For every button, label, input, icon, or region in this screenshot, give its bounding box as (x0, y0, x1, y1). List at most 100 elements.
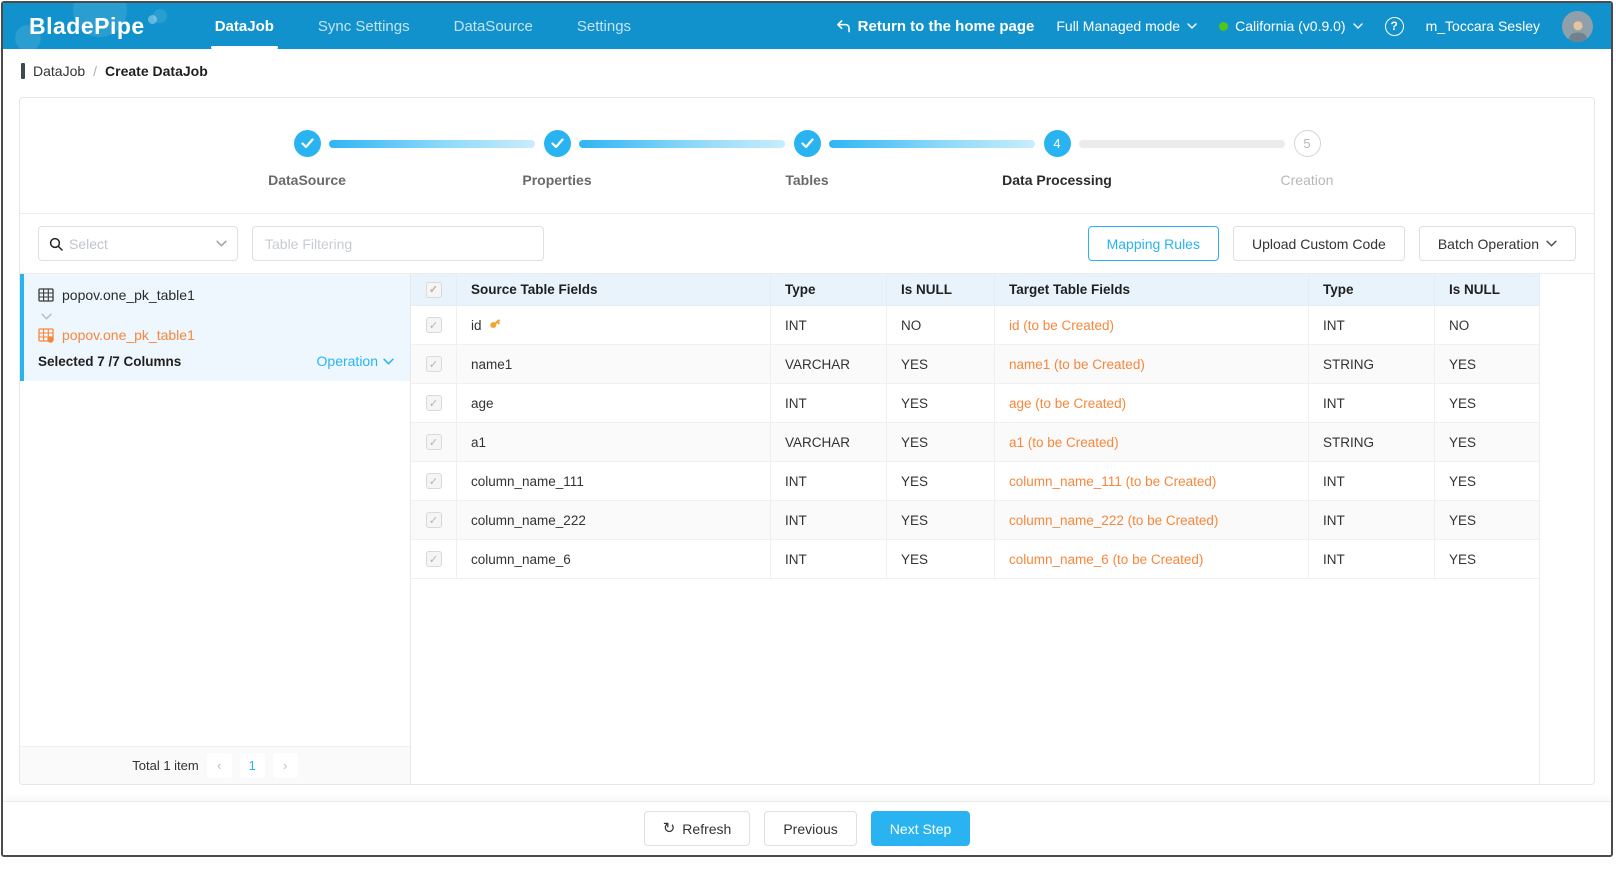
nav-tab-sync-settings[interactable]: Sync Settings (296, 3, 432, 49)
row-checkbox[interactable]: ✓ (426, 317, 442, 333)
table-list-item[interactable]: popov.one_pk_table1 popov.one_pk_table1 … (20, 274, 410, 381)
table-row: ✓ name1 VARCHAR YES name1 (to be Created… (411, 345, 1539, 384)
pagination-next-button[interactable]: › (273, 753, 298, 778)
step-label: DataSource (268, 172, 346, 188)
table-select-dropdown[interactable]: Select (38, 226, 238, 261)
chevron-down-icon (1353, 23, 1363, 29)
mapping-rules-button[interactable]: Mapping Rules (1088, 226, 1219, 261)
nav-tab-settings[interactable]: Settings (555, 3, 653, 49)
avatar[interactable] (1562, 11, 1593, 42)
managed-mode-label: Full Managed mode (1056, 18, 1180, 34)
is-null-cell: YES (887, 462, 995, 500)
top-navbar: BladePipe DataJob Sync Settings DataSour… (3, 3, 1611, 49)
next-step-button[interactable]: Next Step (871, 811, 970, 846)
target-field-cell: id (to be Created) (995, 306, 1309, 344)
row-checkbox[interactable]: ✓ (426, 512, 442, 528)
target-null-cell: YES (1435, 423, 1540, 461)
row-checkbox[interactable]: ✓ (426, 434, 442, 450)
target-field-cell: a1 (to be Created) (995, 423, 1309, 461)
table-row: ✓ column_name_6 INT YES column_name_6 (t… (411, 540, 1539, 579)
col-header-target-type: Type (1309, 274, 1435, 305)
operation-label: Operation (317, 353, 378, 369)
select-placeholder: Select (69, 236, 210, 252)
main-nav: DataJob Sync Settings DataSource Setting… (193, 3, 653, 49)
type-cell: INT (771, 501, 887, 539)
check-icon: ✓ (429, 436, 438, 449)
upload-custom-code-button[interactable]: Upload Custom Code (1233, 226, 1405, 261)
target-null-cell: YES (1435, 384, 1540, 422)
source-field-cell: a1 (457, 423, 771, 461)
selected-columns-info: Selected 7 /7 Columns (38, 354, 181, 369)
source-field-cell: age (457, 384, 771, 422)
target-field-cell: column_name_6 (to be Created) (995, 540, 1309, 578)
region-status-dot (1219, 22, 1228, 31)
managed-mode-dropdown[interactable]: Full Managed mode (1056, 18, 1197, 34)
target-type-cell: STRING (1309, 345, 1435, 383)
type-cell: INT (771, 306, 887, 344)
select-all-checkbox[interactable]: ✓ (426, 282, 442, 298)
row-checkbox[interactable]: ✓ (426, 356, 442, 372)
pagination-page-1[interactable]: 1 (240, 753, 265, 778)
step-label: Tables (785, 172, 828, 188)
col-header-type: Type (771, 274, 887, 305)
previous-button[interactable]: Previous (764, 811, 856, 846)
primary-key-icon (487, 316, 505, 334)
target-table-row: popov.one_pk_table1 (38, 327, 394, 343)
is-null-cell: YES (887, 540, 995, 578)
target-type-cell: INT (1309, 306, 1435, 344)
brand-logo[interactable]: BladePipe (3, 13, 157, 40)
breadcrumb: DataJob / Create DataJob (3, 49, 1611, 93)
table-row: ✓ column_name_111 INT YES column_name_11… (411, 462, 1539, 501)
user-avatar-icon (1565, 16, 1591, 42)
total-items-label: Total 1 item (132, 758, 198, 773)
target-null-cell: YES (1435, 540, 1540, 578)
is-null-cell: NO (887, 306, 995, 344)
batch-operation-button[interactable]: Batch Operation (1419, 226, 1576, 261)
source-field-cell: id (457, 306, 771, 344)
step-check-icon (294, 130, 321, 157)
table-list-panel: popov.one_pk_table1 popov.one_pk_table1 … (20, 274, 411, 784)
breadcrumb-separator: / (93, 63, 97, 79)
pagination-prev-button[interactable]: ‹ (207, 753, 232, 778)
mapping-arrow-icon (41, 307, 394, 325)
help-icon[interactable]: ? (1385, 17, 1404, 36)
check-icon: ✓ (429, 358, 438, 371)
check-icon: ✓ (429, 514, 438, 527)
return-home-label: Return to the home page (858, 18, 1035, 35)
table-row: ✓ a1 VARCHAR YES a1 (to be Created) STRI… (411, 423, 1539, 462)
wizard-footer: ↻ Refresh Previous Next Step (3, 801, 1611, 855)
logo-dot-decoration (148, 15, 157, 24)
step-datasource: DataSource (182, 130, 432, 213)
return-arrow-icon (836, 20, 851, 33)
nav-tab-datasource[interactable]: DataSource (432, 3, 555, 49)
row-checkbox[interactable]: ✓ (426, 395, 442, 411)
step-check-icon (794, 130, 821, 157)
main-card: DataSource Properties Tables 4 Data Proc… (19, 97, 1595, 785)
row-checkbox[interactable]: ✓ (426, 473, 442, 489)
target-null-cell: YES (1435, 462, 1540, 500)
chevron-down-icon (216, 240, 227, 247)
row-checkbox[interactable]: ✓ (426, 551, 442, 567)
brand-logo-text: BladePipe (29, 13, 145, 39)
refresh-button[interactable]: ↻ Refresh (644, 811, 751, 846)
source-field-cell: column_name_222 (457, 501, 771, 539)
step-label: Properties (522, 172, 591, 188)
type-cell: VARCHAR (771, 345, 887, 383)
nav-tab-label: Settings (577, 18, 631, 35)
target-null-cell: YES (1435, 501, 1540, 539)
username[interactable]: m_Toccara Sesley (1426, 18, 1540, 34)
check-icon: ✓ (429, 319, 438, 332)
is-null-cell: YES (887, 423, 995, 461)
breadcrumb-parent[interactable]: DataJob (33, 63, 85, 79)
nav-tab-label: DataJob (215, 18, 274, 35)
table-row: ✓ id INT NO id (to be Created) INT NO (411, 306, 1539, 345)
operation-dropdown[interactable]: Operation (317, 353, 394, 369)
target-null-cell: NO (1435, 306, 1540, 344)
target-type-cell: INT (1309, 462, 1435, 500)
return-home-link[interactable]: Return to the home page (836, 18, 1035, 35)
step-label: Creation (1281, 172, 1334, 188)
check-icon: ✓ (429, 553, 438, 566)
table-filter-input[interactable] (252, 226, 544, 261)
nav-tab-datajob[interactable]: DataJob (193, 3, 296, 49)
region-dropdown[interactable]: California (v0.9.0) (1219, 18, 1363, 34)
